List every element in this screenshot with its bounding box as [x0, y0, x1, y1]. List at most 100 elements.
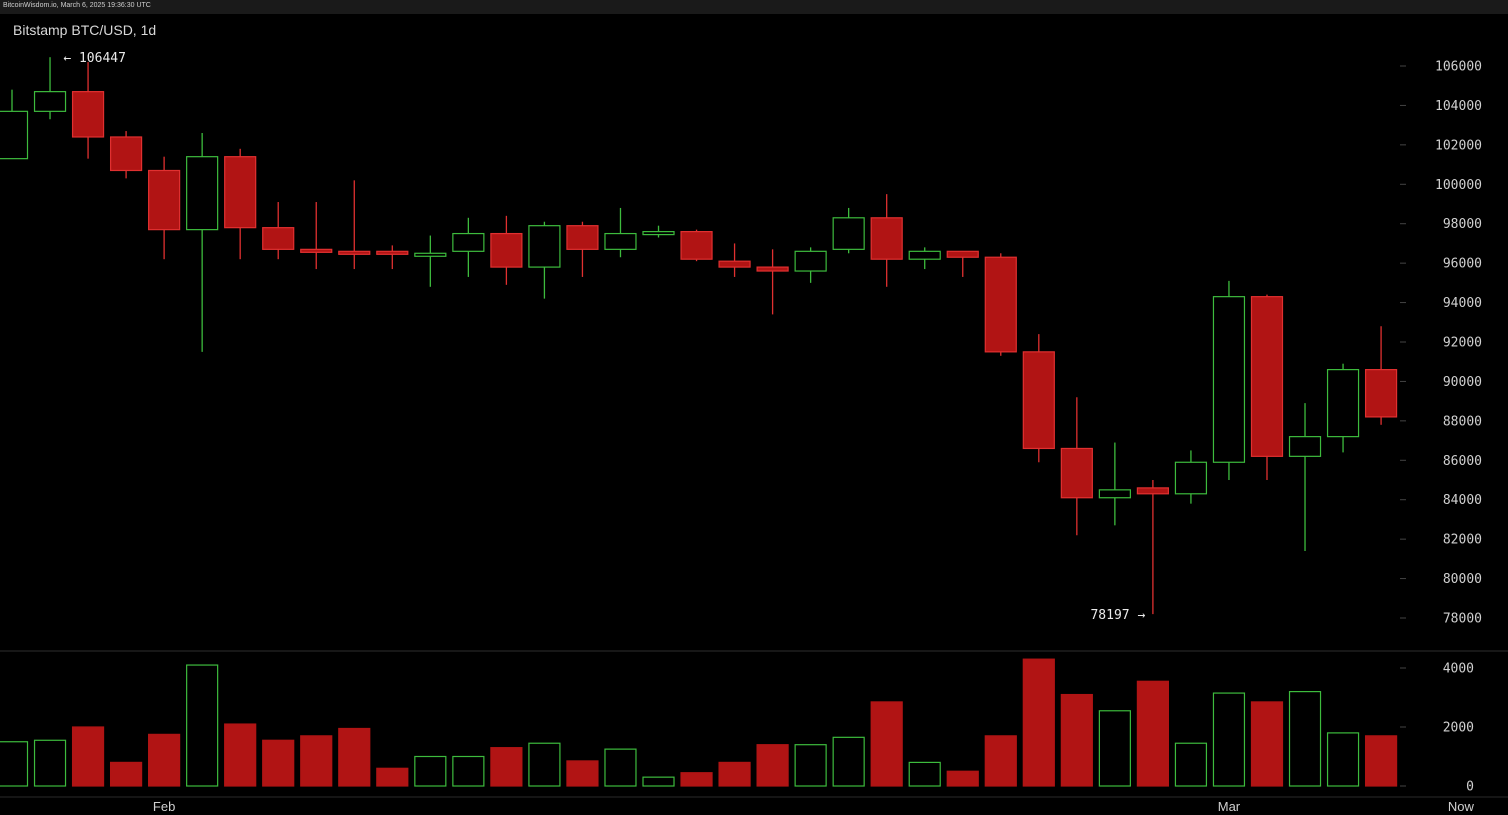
volume-series — [0, 658, 1398, 787]
price-tick-label: 94000 — [1443, 296, 1482, 311]
volume-bar — [33, 739, 67, 787]
candle — [338, 180, 371, 270]
candle — [1060, 397, 1093, 536]
volume-bar — [1364, 735, 1398, 787]
candle — [718, 243, 751, 277]
price-axis: 106000 104000 102000 100000 98000 96000 94000 9… — [1400, 60, 1482, 627]
candle-body — [984, 256, 1017, 353]
price-tick-label: 84000 — [1443, 493, 1482, 508]
volume-bar — [71, 726, 105, 787]
candle — [1098, 442, 1131, 526]
candle-body — [946, 250, 979, 258]
volume-bar — [870, 701, 903, 787]
volume-bar — [946, 770, 979, 787]
volume-bar — [338, 727, 371, 787]
candle-body — [452, 232, 485, 252]
price-tick-label: 106000 — [1435, 60, 1482, 75]
volume-bar — [832, 736, 865, 787]
candle — [262, 202, 295, 260]
price-tick-label: 78000 — [1443, 612, 1482, 627]
candle-body — [376, 250, 409, 255]
volume-bar — [186, 664, 219, 787]
volume-bar — [300, 735, 333, 787]
volume-bar — [224, 723, 257, 787]
candle-body — [566, 225, 599, 250]
candle-body — [908, 250, 941, 260]
price-tick-label: 96000 — [1443, 257, 1482, 272]
volume-bar — [1136, 680, 1170, 787]
candle-body — [1364, 369, 1398, 418]
price-tick-label: 88000 — [1443, 414, 1482, 429]
candle — [946, 250, 979, 277]
candle-body — [300, 248, 333, 253]
candle-body — [756, 266, 789, 272]
candle — [376, 245, 409, 270]
candle — [756, 249, 789, 315]
price-tick-label: 80000 — [1443, 572, 1482, 587]
candle — [528, 221, 561, 299]
candle — [1022, 334, 1055, 463]
volume-bar — [1022, 658, 1055, 787]
candle — [642, 225, 675, 238]
volume-bar — [756, 744, 789, 787]
candle — [300, 202, 333, 270]
candle-body — [414, 252, 447, 257]
price-tick-label: 100000 — [1435, 178, 1482, 193]
candle-body — [718, 260, 751, 268]
candle-body — [528, 225, 561, 268]
price-annotation: ← 106447 — [63, 51, 126, 66]
candle-body — [148, 169, 181, 231]
candle — [1250, 294, 1284, 480]
candle — [680, 229, 713, 262]
volume-bar — [148, 733, 181, 787]
price-tick-label: 90000 — [1443, 375, 1482, 390]
volume-bar — [1174, 742, 1208, 787]
volume-bar — [109, 761, 143, 787]
volume-bar — [376, 767, 409, 787]
volume-bar — [452, 755, 485, 787]
top-bar: BitcoinWisdom.io, March 6, 2025 19:36:30… — [0, 0, 1508, 14]
annotations: ← 106447 78197 → — [63, 51, 1145, 623]
volume-bar — [984, 735, 1017, 787]
volume-bar — [490, 747, 523, 787]
candle — [186, 133, 219, 352]
candle — [452, 217, 485, 277]
volume-bar — [604, 748, 637, 787]
candle — [1212, 280, 1246, 480]
candle — [414, 235, 447, 287]
candle-body — [0, 110, 29, 160]
x-axis: Feb Mar Now — [153, 799, 1475, 814]
chart-title: Bitstamp BTC/USD, 1d — [13, 22, 157, 38]
volume-bar — [794, 744, 827, 787]
candle-body — [33, 91, 67, 112]
candle-body — [1060, 447, 1093, 499]
volume-bar — [262, 739, 295, 787]
candle — [1174, 450, 1208, 504]
price-series — [0, 57, 1398, 615]
candle-body — [109, 136, 143, 172]
candle — [870, 194, 903, 287]
candle — [566, 221, 599, 277]
candle-body — [832, 217, 865, 250]
x-tick-label: Feb — [153, 799, 175, 814]
timestamp-text: BitcoinWisdom.io, March 6, 2025 19:36:30… — [3, 2, 151, 9]
volume-bar — [566, 760, 599, 787]
volume-bar — [680, 772, 713, 787]
candle-body — [1098, 489, 1131, 499]
candle-body — [870, 217, 903, 260]
candle-body — [680, 231, 713, 260]
candle-body — [642, 231, 675, 236]
volume-bar — [1288, 690, 1322, 787]
candle — [71, 62, 105, 159]
candle-body — [224, 156, 257, 229]
candle — [984, 253, 1017, 356]
candle-body — [1212, 296, 1246, 463]
candle-body — [1022, 351, 1055, 450]
candle-body — [604, 232, 637, 250]
x-tick-label: Mar — [1218, 799, 1241, 814]
x-tick-label: Now — [1448, 799, 1475, 814]
volume-bar — [1098, 710, 1131, 787]
candle-body — [794, 250, 827, 272]
candle-body — [71, 91, 105, 138]
